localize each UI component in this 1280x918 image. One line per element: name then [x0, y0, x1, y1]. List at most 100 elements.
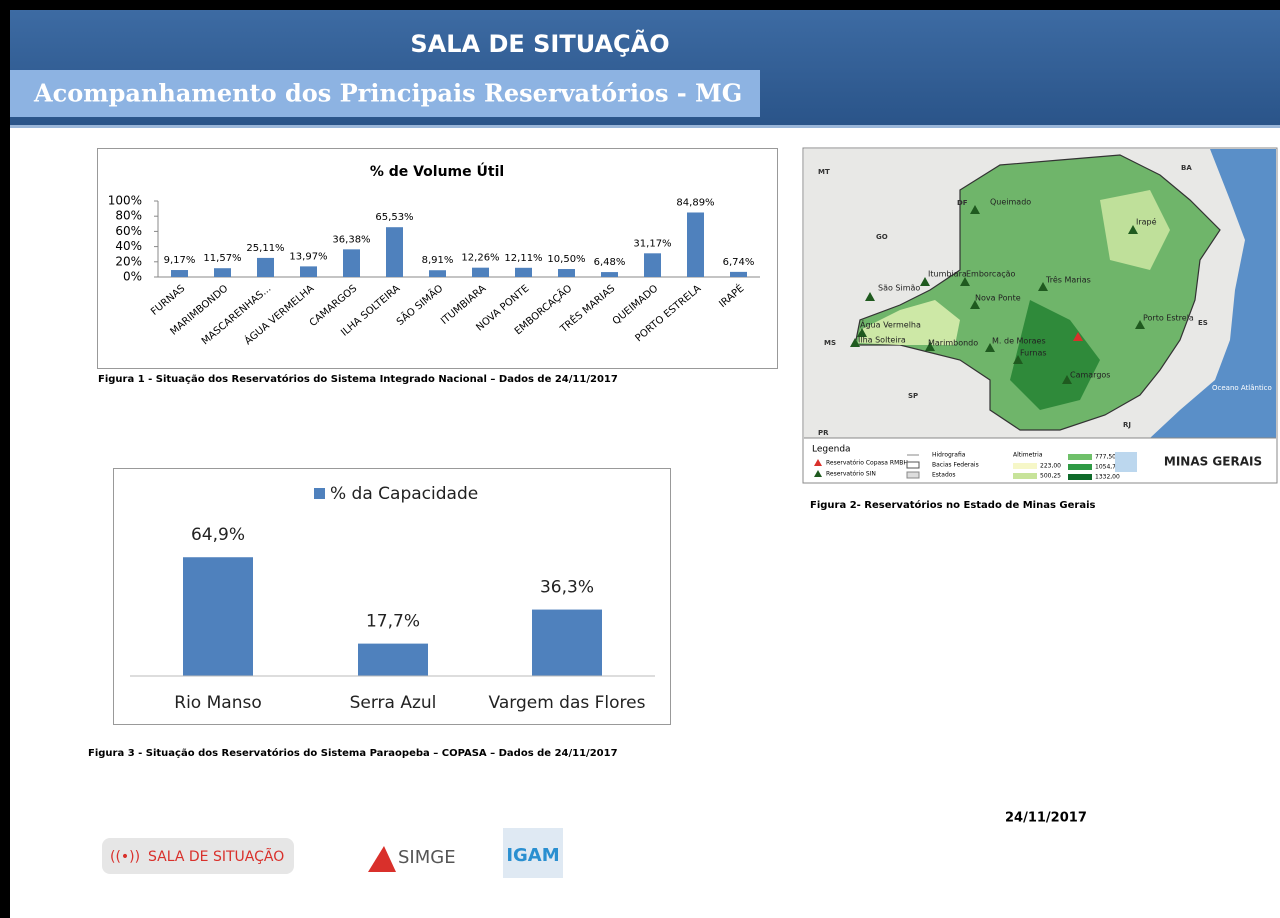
state-label: MT — [818, 168, 830, 176]
legend-basins-icon — [907, 462, 919, 468]
ocean-label: Oceano Atlântico — [1212, 384, 1272, 392]
x-tick-label: Rio Manso — [174, 693, 261, 713]
bar — [730, 272, 747, 277]
chart1-title: % de Volume Útil — [370, 162, 504, 180]
y-tick-label: 100% — [108, 194, 142, 208]
value-label: 13,97% — [289, 251, 327, 262]
legend-level-swatch — [1068, 454, 1092, 460]
y-tick-label: 0% — [123, 270, 142, 284]
value-label: 10,50% — [547, 254, 585, 265]
value-label: 8,91% — [422, 255, 454, 266]
bar — [601, 272, 618, 277]
legend-basins: Bacias Federais — [932, 462, 979, 469]
reservoir-label: Queimado — [990, 198, 1031, 207]
header-rule — [10, 125, 1280, 128]
legend-level-swatch — [1013, 463, 1037, 469]
reservoir-label: Ilha Solteira — [858, 336, 906, 345]
legend-title: Legenda — [812, 445, 851, 455]
reservoir-label: Porto Estrela — [1143, 314, 1194, 323]
state-label: ES — [1198, 319, 1208, 327]
reservoir-label: Itumbiara — [928, 270, 967, 279]
value-label: 17,7% — [366, 612, 420, 632]
legend-level-swatch — [1068, 464, 1092, 470]
x-tick-label: Vargem das Flores — [489, 693, 646, 713]
state-label: BA — [1181, 164, 1192, 172]
header-subtitle: Acompanhamento dos Principais Reservatór… — [33, 79, 742, 108]
legend-copasa: Reservatório Copasa RMBH — [826, 460, 908, 467]
bar — [687, 212, 704, 277]
value-label: 65,53% — [375, 212, 413, 223]
legend-level: 1332,00 — [1095, 474, 1120, 481]
bar — [515, 268, 532, 277]
reservoir-label: Irapé — [1136, 217, 1157, 227]
frame-top — [0, 0, 1280, 10]
figure2-caption: Figura 2- Reservatórios no Estado de Min… — [810, 499, 1096, 511]
value-label: 31,17% — [633, 238, 671, 249]
value-label: 64,9% — [191, 525, 245, 545]
bar — [386, 227, 403, 277]
figure3-caption: Figura 3 - Situação dos Reservatórios do… — [88, 747, 618, 759]
reservoir-label: Camargos — [1070, 371, 1110, 380]
state-label: MS — [824, 339, 836, 347]
y-tick-label: 60% — [115, 224, 142, 238]
legend-states: Estados — [932, 472, 956, 479]
bar — [472, 268, 489, 277]
value-label: 25,11% — [246, 243, 284, 254]
reservoir-label: Nova Ponte — [975, 294, 1021, 303]
bar — [558, 269, 575, 277]
bar — [257, 258, 274, 277]
legend-level: 777,50 — [1095, 454, 1116, 461]
state-label: DF — [957, 199, 968, 207]
legend-label: % da Capacidade — [330, 484, 478, 504]
logo-simge: SIMGE — [398, 847, 456, 868]
legend-swatch — [314, 488, 325, 499]
y-tick-label: 80% — [115, 209, 142, 223]
legend-sin: Reservatório SIN — [826, 471, 876, 478]
page-canvas: SALA DE SITUAÇÃO Acompanhamento dos Prin… — [0, 0, 1280, 918]
logo-simge-icon — [368, 846, 396, 872]
logo-sala: SALA DE SITUAÇÃO — [148, 848, 284, 865]
x-tick-label: Serra Azul — [350, 693, 437, 713]
value-label: 36,3% — [540, 578, 594, 598]
bar — [532, 610, 602, 676]
value-label: 6,74% — [723, 257, 755, 268]
reservoir-label: São Simão — [878, 284, 920, 293]
frame-left — [0, 0, 10, 918]
bar — [214, 268, 231, 277]
y-tick-label: 20% — [115, 254, 142, 268]
header-title: SALA DE SITUAÇÃO — [410, 29, 669, 58]
bar — [343, 249, 360, 277]
figure1-caption: Figura 1 - Situação dos Reservatórios do… — [98, 373, 618, 385]
y-tick-label: 40% — [115, 239, 142, 253]
reservoir-label: M. de Moraes — [992, 337, 1046, 346]
date: 24/11/2017 — [1005, 811, 1087, 826]
value-label: 9,17% — [164, 255, 196, 266]
value-label: 12,26% — [461, 253, 499, 264]
value-label: 11,57% — [203, 253, 241, 264]
state-label: SP — [908, 392, 918, 400]
bar — [171, 270, 188, 277]
reservoir-label: Emborcação — [966, 270, 1016, 279]
value-label: 36,38% — [332, 234, 370, 245]
state-label: PR — [818, 429, 829, 437]
bar — [183, 557, 253, 676]
bar — [644, 253, 661, 277]
value-label: 12,11% — [504, 253, 542, 264]
legend-level-swatch — [1013, 473, 1037, 479]
legend-states-icon — [907, 472, 919, 478]
page: { "header": {"title": "SALA DE SITUAÇÃO"… — [0, 0, 1280, 918]
reservoir-label: Furnas — [1020, 349, 1047, 358]
legend-level: 500,25 — [1040, 473, 1061, 480]
legend-level-swatch — [1068, 474, 1092, 480]
state-label: RJ — [1123, 421, 1131, 429]
value-label: 84,89% — [676, 197, 714, 208]
map-logo: MINAS GERAIS — [1164, 455, 1262, 469]
legend-hydro: Hidrografia — [932, 452, 966, 459]
reservoir-label: Três Marias — [1045, 275, 1091, 285]
state-label: GO — [876, 233, 888, 241]
bar — [429, 270, 446, 277]
map-agency-icon — [1115, 452, 1137, 472]
reservoir-label: Marimbondo — [928, 339, 978, 348]
logo-igam: IGAM — [506, 845, 559, 866]
